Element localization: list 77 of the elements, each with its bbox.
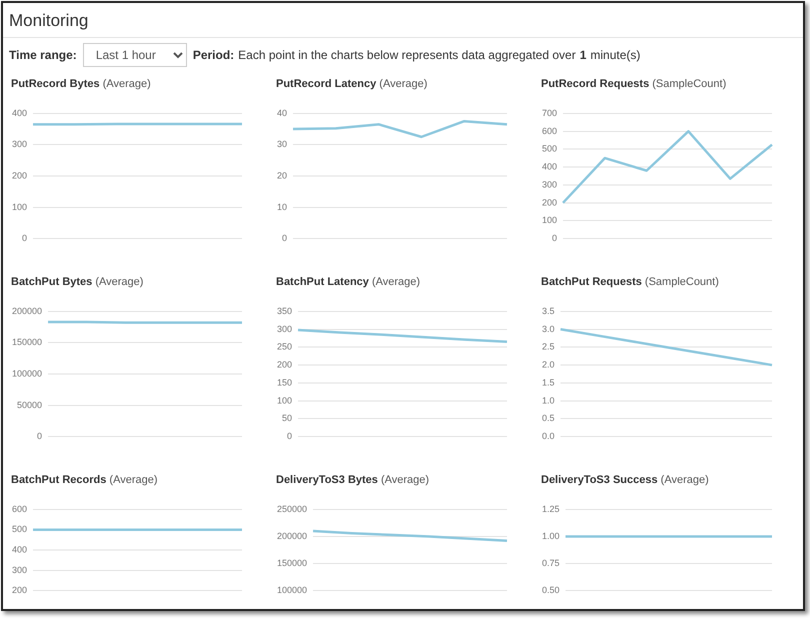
- y-tick-label: 3.5: [542, 306, 555, 316]
- y-tick-label: 300: [276, 324, 292, 334]
- y-tick-label: 0: [37, 431, 42, 442]
- y-tick-label: 400: [12, 544, 28, 554]
- y-tick-label: 2.5: [542, 342, 555, 352]
- text: Last 1 hour: [82, 43, 187, 67]
- y-tick-label: 600: [542, 126, 558, 136]
- text: Monitoring: [3, 3, 803, 38]
- text: minute(s): [590, 48, 640, 62]
- y-tick-label: 40: [276, 108, 288, 118]
- y-tick-label: 10: [276, 202, 288, 212]
- text: 1: [580, 48, 586, 62]
- y-tick-label: 350: [276, 306, 292, 316]
- y-tick-label: 200: [12, 585, 28, 596]
- y-tick-label: 0.5: [542, 413, 555, 424]
- y-tick-label: 300: [12, 564, 28, 575]
- y-tick-label: 200: [276, 360, 292, 370]
- y-tick-label: 100000: [12, 368, 42, 378]
- y-tick-label: 30: [276, 139, 288, 150]
- y-tick-label: 400: [12, 108, 28, 118]
- y-tick-label: 200: [542, 197, 558, 208]
- y-tick-label: 0: [552, 233, 558, 244]
- chart-title: DeliveryToS3 Bytes: [276, 474, 378, 486]
- y-tick-label: 250000: [276, 504, 308, 514]
- y-tick-label: 50000: [17, 400, 42, 410]
- y-tick-label: 700: [542, 108, 558, 118]
- chart-title: BatchPut Requests: [541, 276, 642, 288]
- text: Time range:: [9, 48, 77, 62]
- chart-title: DeliveryToS3 Success: [541, 474, 658, 486]
- chart-subtitle: (SampleCount): [644, 276, 719, 288]
- chart-subtitle: (Average): [102, 78, 151, 90]
- y-tick-label: 1.0: [542, 395, 555, 406]
- chart-title: PutRecord Latency: [276, 78, 376, 90]
- y-tick-label: 100000: [276, 585, 308, 596]
- chart-title: PutRecord Bytes: [11, 78, 100, 90]
- y-tick-label: 300: [542, 179, 558, 190]
- y-tick-label: 600: [12, 504, 28, 514]
- chart-subtitle: (Average): [380, 474, 430, 486]
- chart-title: BatchPut Latency: [276, 276, 369, 288]
- chart-subtitle: (Average): [378, 78, 428, 90]
- y-tick-label: 1.00: [542, 530, 560, 541]
- chart-title: PutRecord Requests: [541, 78, 650, 90]
- y-tick-label: 0: [282, 233, 288, 244]
- y-tick-label: 20: [276, 170, 288, 180]
- text: Period:: [192, 48, 234, 62]
- y-tick-label: 500: [542, 144, 558, 154]
- y-tick-label: 400: [542, 162, 558, 172]
- y-tick-label: 0.0: [542, 431, 555, 442]
- y-tick-label: 1.25: [542, 504, 560, 514]
- y-tick-label: 50: [282, 413, 292, 424]
- y-tick-label: 1.5: [542, 377, 555, 388]
- y-tick-label: 200: [12, 170, 28, 180]
- chart-subtitle: (Average): [94, 276, 144, 288]
- chart-subtitle: (Average): [660, 474, 709, 486]
- y-tick-label: 0: [287, 431, 292, 442]
- y-tick-label: 0.75: [542, 558, 560, 568]
- y-tick-label: 200000: [12, 306, 42, 316]
- y-tick-label: 150: [276, 377, 292, 388]
- y-tick-label: 500: [12, 524, 28, 534]
- text: Each point in the charts below represents data aggregated over: [238, 48, 576, 62]
- y-tick-label: 150000: [12, 337, 42, 348]
- chart-title: BatchPut Records: [11, 474, 106, 486]
- chart-subtitle: (Average): [370, 276, 420, 288]
- y-tick-label: 200000: [276, 530, 308, 541]
- y-tick-label: 0: [22, 233, 28, 244]
- chart-subtitle: (SampleCount): [651, 78, 726, 90]
- y-tick-label: 0.50: [542, 585, 560, 596]
- chart-subtitle: (Average): [108, 474, 158, 486]
- y-tick-label: 2.0: [542, 360, 555, 370]
- chart-title: BatchPut Bytes: [11, 276, 92, 288]
- y-tick-label: 150000: [276, 558, 308, 568]
- y-tick-label: 250: [276, 342, 292, 352]
- y-tick-label: 300: [12, 139, 28, 150]
- y-tick-label: 100: [542, 215, 558, 226]
- y-tick-label: 3.0: [542, 324, 555, 334]
- y-tick-label: 100: [276, 395, 292, 406]
- y-tick-label: 100: [12, 202, 28, 212]
